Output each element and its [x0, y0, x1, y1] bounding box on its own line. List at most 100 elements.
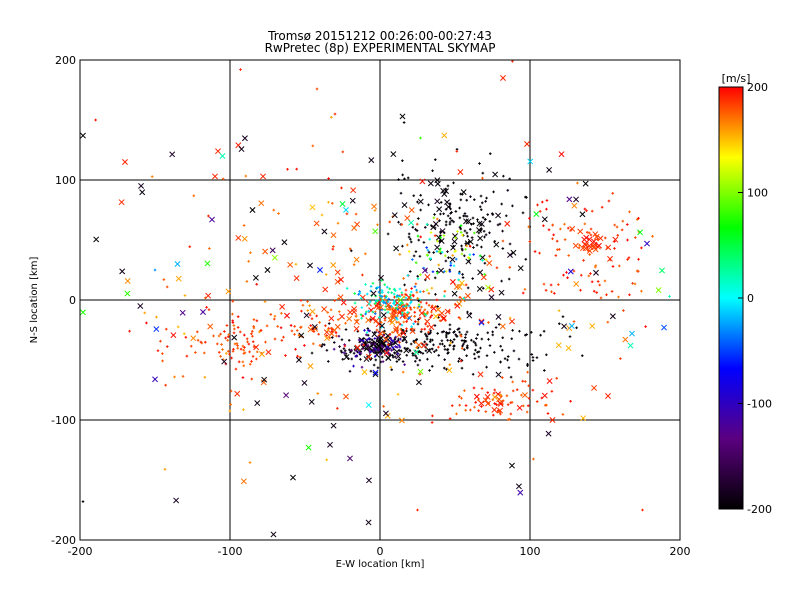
data-point-plus	[501, 239, 505, 243]
data-point-plus	[383, 317, 387, 320]
data-point-plus	[401, 244, 404, 248]
data-point-plus	[325, 458, 328, 462]
data-point-plus	[464, 333, 468, 336]
data-point-plus	[595, 291, 599, 294]
data-point-plus	[483, 235, 486, 239]
data-point-plus	[589, 227, 593, 231]
data-point-plus	[404, 288, 408, 292]
data-point-plus	[521, 211, 525, 215]
data-point-plus	[410, 287, 413, 290]
data-point-plus	[394, 345, 397, 348]
data-point-plus	[438, 342, 442, 346]
data-point-plus	[407, 235, 411, 239]
data-point-plus	[462, 342, 465, 346]
data-point-plus	[380, 344, 384, 348]
data-point-plus	[447, 256, 450, 259]
data-point-plus	[499, 344, 502, 348]
data-point-x	[517, 489, 524, 496]
colorbar-ticks: 200 100 0 -100 -200	[738, 81, 772, 516]
data-point-plus	[332, 341, 336, 344]
data-point-x	[353, 318, 360, 325]
data-point-plus	[252, 318, 256, 321]
x-tick-label: 100	[520, 545, 541, 558]
data-point-x	[254, 400, 261, 407]
data-point-plus	[393, 338, 397, 341]
data-point-plus	[415, 288, 418, 292]
data-point-plus	[493, 402, 496, 405]
data-point-plus	[251, 355, 255, 358]
y-tick-label: 100	[55, 174, 76, 187]
data-point-plus	[199, 340, 203, 344]
data-point-plus	[430, 306, 433, 309]
data-point-x	[415, 342, 422, 349]
data-point-plus	[196, 330, 199, 334]
data-point-plus	[327, 200, 330, 204]
data-point-plus	[402, 277, 405, 280]
data-point-plus	[482, 229, 486, 233]
data-point-x	[655, 287, 662, 294]
data-point-plus	[668, 295, 671, 298]
data-point-plus	[480, 245, 483, 249]
data-point-plus	[181, 375, 185, 378]
data-point-plus	[251, 334, 254, 338]
data-point-plus	[634, 236, 637, 239]
data-point-plus	[398, 322, 402, 326]
data-point-x	[169, 151, 176, 158]
data-point-plus	[399, 337, 402, 341]
data-point-x	[253, 344, 260, 351]
data-point-x	[305, 444, 312, 451]
data-point-plus	[336, 407, 339, 410]
data-point-x	[241, 235, 248, 242]
data-point-x	[590, 238, 597, 245]
data-point-plus	[373, 337, 377, 340]
data-point-plus	[348, 348, 351, 352]
data-point-plus	[329, 308, 333, 312]
data-point-x	[124, 278, 131, 284]
data-point-x	[393, 325, 400, 332]
data-point-plus	[310, 317, 314, 321]
data-point-plus	[385, 345, 389, 349]
data-point-plus	[583, 222, 587, 226]
data-point-plus	[402, 121, 406, 124]
data-point-plus	[457, 272, 461, 275]
data-point-plus	[150, 175, 154, 178]
data-point-x	[622, 336, 629, 343]
data-point-plus	[386, 310, 390, 314]
data-point-plus	[362, 339, 365, 343]
data-point-plus	[414, 282, 418, 286]
data-point-plus	[343, 344, 347, 348]
data-point-plus	[452, 220, 455, 224]
data-point-x	[307, 363, 314, 370]
data-point-x	[311, 323, 318, 330]
data-point-plus	[579, 273, 583, 277]
data-point-plus	[423, 312, 427, 316]
data-point-x	[392, 327, 399, 334]
data-point-plus	[336, 221, 340, 225]
data-point-plus	[432, 216, 436, 220]
data-point-plus	[247, 342, 251, 346]
data-point-plus	[417, 350, 420, 354]
data-point-plus	[401, 370, 405, 374]
data-point-x	[365, 519, 372, 526]
data-point-x	[572, 242, 579, 249]
data-point-plus	[401, 173, 404, 177]
data-point-plus	[426, 325, 430, 328]
data-point-plus	[635, 269, 639, 273]
data-point-plus	[381, 360, 385, 363]
data-point-x	[403, 347, 410, 354]
data-point-plus	[475, 243, 479, 247]
data-point-x	[586, 248, 593, 254]
data-point-plus	[408, 270, 412, 273]
data-point-plus	[507, 366, 511, 369]
data-point-x	[491, 394, 498, 401]
data-point-x	[541, 216, 548, 223]
data-point-plus	[533, 250, 537, 253]
data-point-plus	[488, 344, 492, 347]
data-point-plus	[182, 332, 186, 336]
data-point-plus	[233, 327, 236, 331]
data-point-plus	[290, 329, 294, 333]
data-point-plus	[491, 330, 494, 334]
data-point-x	[473, 393, 480, 400]
data-point-plus	[162, 278, 166, 281]
data-point-plus	[367, 337, 371, 340]
